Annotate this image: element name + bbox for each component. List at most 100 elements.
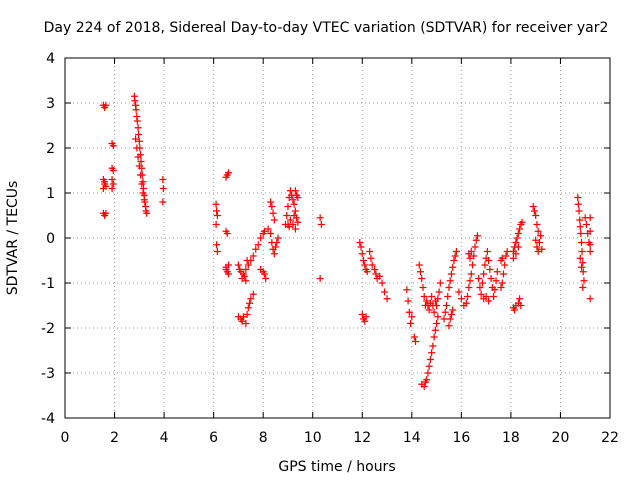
- data-point: [446, 277, 454, 285]
- data-point: [499, 270, 507, 278]
- data-point: [579, 268, 587, 276]
- data-point: [102, 209, 110, 217]
- data-point: [376, 272, 384, 280]
- y-tick-label: 2: [46, 141, 55, 157]
- data-point: [586, 241, 594, 249]
- data-point: [357, 243, 365, 251]
- grid-lines: [65, 58, 610, 418]
- data-point: [270, 250, 278, 258]
- data-point: [378, 279, 386, 287]
- data-point: [487, 275, 495, 282]
- data-point: [108, 176, 116, 183]
- data-point: [290, 212, 298, 219]
- data-point: [451, 252, 459, 260]
- data-point: [132, 135, 140, 143]
- data-point: [356, 239, 364, 246]
- x-tick-label: 2: [110, 430, 119, 446]
- data-point: [475, 275, 483, 282]
- data-point: [139, 189, 147, 197]
- data-point: [464, 293, 472, 300]
- x-tick-label: 14: [403, 430, 421, 446]
- data-point: [242, 320, 250, 327]
- data-point: [485, 257, 493, 264]
- data-point: [109, 142, 117, 150]
- data-point: [252, 245, 260, 253]
- data-point: [476, 284, 484, 291]
- data-point: [212, 200, 220, 208]
- data-point: [473, 232, 481, 240]
- data-point: [249, 252, 257, 260]
- data-point: [137, 171, 145, 179]
- data-point: [234, 261, 242, 269]
- data-point: [419, 284, 427, 291]
- data-point: [455, 288, 463, 296]
- data-point: [291, 207, 299, 215]
- data-point: [538, 245, 546, 253]
- data-point: [503, 248, 511, 255]
- data-point: [267, 198, 275, 206]
- data-point: [362, 313, 370, 321]
- data-point: [135, 162, 143, 170]
- data-point: [502, 252, 510, 260]
- data-point: [358, 311, 366, 318]
- data-point: [582, 221, 590, 228]
- data-point: [134, 153, 142, 161]
- data-point: [131, 97, 139, 105]
- data-point: [133, 144, 141, 152]
- data-point: [283, 212, 291, 219]
- data-point: [159, 176, 167, 183]
- data-point: [294, 218, 302, 226]
- data-point: [485, 297, 493, 305]
- data-point: [133, 117, 141, 125]
- data-point: [360, 257, 368, 264]
- data-point: [534, 227, 542, 235]
- data-point: [243, 311, 251, 318]
- data-point: [225, 169, 232, 177]
- data-point: [269, 209, 277, 217]
- data-point: [246, 299, 254, 307]
- data-point: [264, 225, 272, 233]
- data-point: [249, 290, 257, 298]
- data-point: [447, 270, 455, 278]
- data-point: [429, 342, 437, 350]
- data-point: [405, 308, 413, 316]
- data-point: [579, 284, 587, 291]
- x-tick-label: 8: [259, 430, 268, 446]
- data-point: [407, 320, 415, 327]
- data-point: [213, 248, 221, 255]
- data-point: [466, 277, 474, 285]
- data-point: [102, 182, 110, 190]
- data-point: [517, 302, 525, 309]
- data-point: [444, 293, 452, 300]
- data-point: [270, 216, 278, 224]
- data-point: [436, 279, 444, 287]
- data-point: [268, 203, 276, 210]
- data-point: [134, 124, 142, 132]
- data-point: [109, 180, 117, 188]
- data-point: [408, 313, 416, 321]
- data-point: [420, 383, 428, 390]
- data-point: [434, 295, 442, 303]
- data-point: [498, 279, 506, 287]
- data-point: [514, 243, 522, 251]
- y-tick-label: 4: [46, 51, 55, 67]
- data-point: [424, 369, 432, 377]
- data-point: [423, 376, 431, 384]
- data-point: [212, 221, 220, 228]
- data-point: [223, 230, 231, 237]
- data-point: [284, 203, 292, 210]
- data-point: [381, 288, 389, 296]
- data-point: [580, 277, 588, 285]
- data-point: [267, 230, 275, 237]
- data-point: [467, 270, 475, 278]
- data-point: [462, 299, 470, 307]
- data-point: [533, 221, 541, 228]
- data-point: [289, 221, 297, 228]
- data-point: [108, 185, 116, 192]
- y-tick-label: -1: [41, 276, 55, 292]
- data-point: [294, 194, 302, 201]
- data-point: [465, 284, 473, 291]
- data-point: [244, 304, 252, 312]
- data-point: [241, 272, 249, 280]
- data-point: [532, 212, 540, 219]
